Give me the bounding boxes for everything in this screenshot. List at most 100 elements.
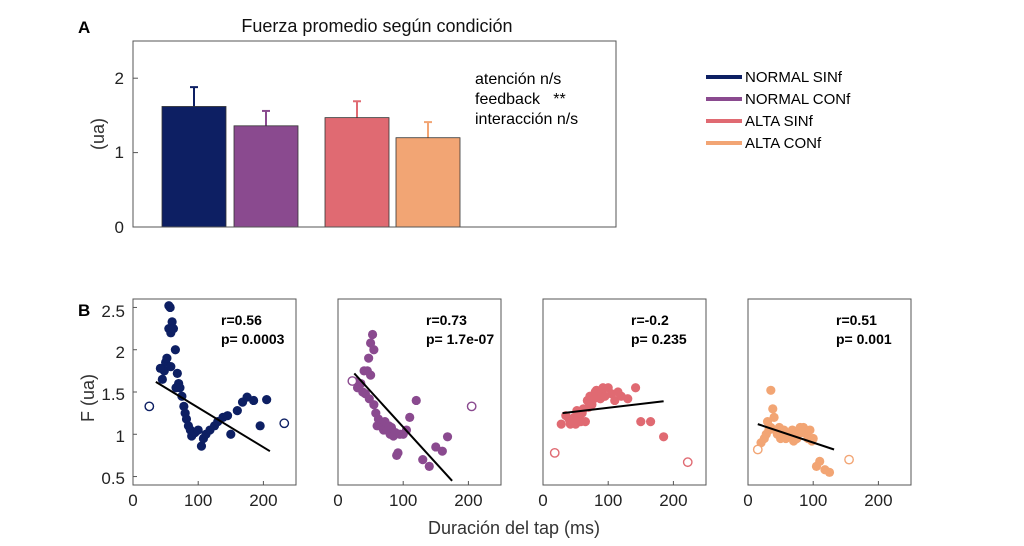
bar-chart-frame xyxy=(132,40,617,228)
scatter-point xyxy=(424,461,434,471)
scatter-xlabel: Duración del tap (ms) xyxy=(428,518,600,538)
scatter-xtick-label: 100 xyxy=(594,491,622,510)
scatter-point xyxy=(168,323,179,334)
scatter-point xyxy=(393,448,403,458)
scatter-ylabel: F (ua) xyxy=(78,374,98,422)
scatter-point xyxy=(610,395,620,406)
scatter-frame xyxy=(132,298,297,486)
panel-a: A Fuerza promedio según condición (ua) 0… xyxy=(78,16,851,237)
bar-chart-yticks: 0 1 2 xyxy=(115,69,124,237)
scatter-xtick-label: 100 xyxy=(184,491,212,510)
legend: NORMAL SINf NORMAL CONf ALTA SINf ALTA C… xyxy=(706,69,851,152)
bar xyxy=(324,117,390,228)
scatter-point xyxy=(369,345,379,355)
scatter-point xyxy=(442,432,453,442)
correlation-p-label: p= 1.7e-07 xyxy=(426,331,494,347)
outlier-point xyxy=(144,401,155,412)
bar xyxy=(233,125,299,228)
correlation-p-label: p= 0.001 xyxy=(836,331,892,347)
scatter-point xyxy=(366,370,376,380)
outlier-point xyxy=(279,418,290,429)
regression-line xyxy=(757,423,835,451)
scatter-point xyxy=(162,353,172,363)
scatter-point xyxy=(157,374,167,384)
scatter-point xyxy=(262,395,272,405)
legend-label: NORMAL CONf xyxy=(745,91,851,108)
scatter-point xyxy=(431,442,441,452)
scatter-point xyxy=(172,368,182,378)
bar-chart-ylabel: (ua) xyxy=(88,118,108,150)
scatter-frame xyxy=(747,298,912,486)
scatter-xtick-label: 100 xyxy=(799,491,827,510)
scatter-point xyxy=(255,421,265,431)
scatter-point xyxy=(645,416,656,427)
bar xyxy=(395,137,461,228)
scatter-xtick-label: 0 xyxy=(743,491,752,510)
scatter-point xyxy=(249,395,259,406)
scatter-point xyxy=(166,362,176,372)
panel-b-letter: B xyxy=(78,301,90,320)
scatter-ytick-label: 0.5 xyxy=(101,469,125,488)
scatter-point xyxy=(369,400,379,410)
bar-ytick-label: 1 xyxy=(115,143,124,162)
scatter-point xyxy=(636,416,646,427)
correlation-p-label: p= 0.0003 xyxy=(221,331,285,347)
scatter-frame xyxy=(542,298,707,486)
scatter-xtick-label: 200 xyxy=(454,491,482,510)
scatter-point xyxy=(405,412,415,422)
scatter-xtick-label: 100 xyxy=(389,491,417,510)
scatter-point xyxy=(766,385,776,395)
scatter-panel: 0 100 200 r=0.73 p= 1.7e-07 xyxy=(333,298,502,510)
outlier-point xyxy=(752,444,763,455)
legend-label: NORMAL SINf xyxy=(745,69,843,86)
scatter-yticks: 2.5 2 1.5 1 0.5 xyxy=(101,302,125,488)
bar-ytick-label: 0 xyxy=(115,218,124,237)
outlier-point xyxy=(844,454,854,465)
scatter-panel: 0 100 200 r=-0.2 p= 0.235 xyxy=(538,298,707,510)
correlation-r-label: r=0.51 xyxy=(836,312,877,328)
scatter-ytick-label: 2.5 xyxy=(101,302,125,321)
annotation-feedback: feedback ** xyxy=(475,91,566,108)
bar xyxy=(161,106,227,228)
correlation-r-label: r=0.73 xyxy=(426,312,467,328)
scatter-point xyxy=(171,383,181,393)
outlier-point xyxy=(682,457,693,468)
outlier-point xyxy=(466,401,477,412)
regression-line xyxy=(562,400,664,415)
scatter-point xyxy=(155,363,165,373)
scatter-point xyxy=(768,404,778,414)
legend-label: ALTA SINf xyxy=(745,113,814,130)
legend-label: ALTA CONf xyxy=(745,135,822,152)
scatter-xtick-label: 200 xyxy=(249,491,277,510)
scatter-point xyxy=(170,345,180,355)
correlation-r-label: r=-0.2 xyxy=(631,312,669,328)
scatter-point xyxy=(623,394,633,404)
scatter-xtick-label: 200 xyxy=(659,491,687,510)
scatter-panel: 0 100 200 r=0.51 p= 0.001 xyxy=(743,298,912,510)
scatter-point xyxy=(580,416,590,427)
scatter-point xyxy=(226,429,236,439)
scatter-point xyxy=(367,329,378,340)
scatter-point xyxy=(824,467,835,477)
bar-chart-bars xyxy=(133,77,461,228)
scatter-point xyxy=(193,425,203,435)
scatter-xtick-label: 200 xyxy=(864,491,892,510)
correlation-r-label: r=0.56 xyxy=(221,312,262,328)
scatter-point xyxy=(805,425,815,435)
panel-a-letter: A xyxy=(78,18,90,37)
scatter-point xyxy=(815,456,825,466)
scatter-point xyxy=(232,406,242,416)
scatter-ytick-label: 2 xyxy=(116,343,125,362)
scatter-panel: 0 100 200 r=0.56 p= 0.0003 xyxy=(128,298,297,510)
scatter-subplots: 0 100 200 r=0.56 p= 0.0003 0 100 200 r=0.73 p= 1.… xyxy=(128,298,912,510)
regression-line xyxy=(353,372,453,482)
scatter-ytick-label: 1.5 xyxy=(101,385,125,404)
scatter-point xyxy=(769,412,779,422)
correlation-p-label: p= 0.235 xyxy=(631,331,687,347)
bar-ytick-label: 2 xyxy=(115,69,124,88)
outlier-point xyxy=(347,376,358,386)
scatter-xtick-label: 0 xyxy=(538,491,547,510)
scatter-point xyxy=(437,446,447,456)
scatter-point xyxy=(222,411,233,421)
